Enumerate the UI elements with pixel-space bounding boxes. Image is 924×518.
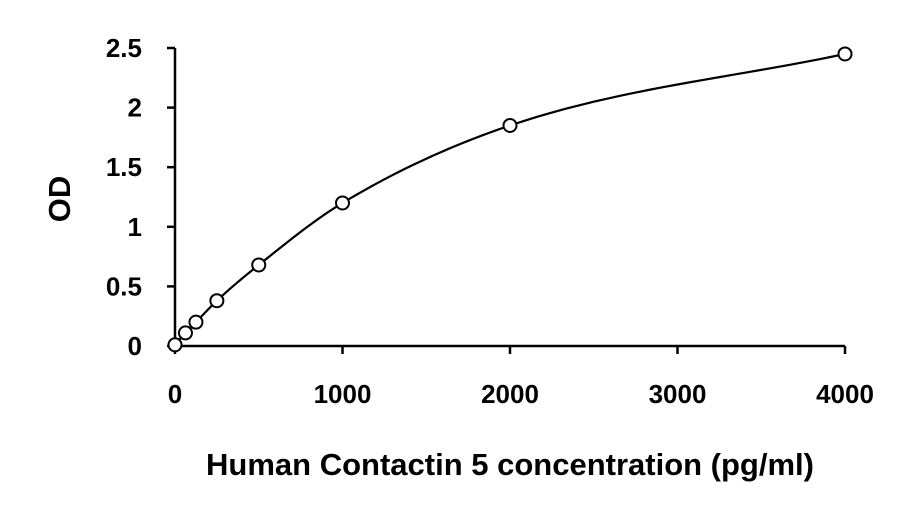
x-axis-title: Human Contactin 5 concentration (pg/ml) — [206, 447, 814, 482]
x-tick-label: 3000 — [649, 379, 707, 409]
data-point — [188, 314, 204, 330]
y-tick-label: 2 — [128, 93, 142, 123]
data-point — [502, 117, 518, 133]
y-axis-ticks: 0 0.5 1 1.5 2 2.5 — [106, 33, 175, 361]
axes: 0 0.5 1 1.5 2 2.5 0 1000 2000 3000 4000 — [106, 33, 874, 409]
fit-curve — [174, 52, 846, 346]
x-tick-label: 0 — [168, 379, 182, 409]
data-point — [837, 46, 853, 62]
data-points — [167, 46, 853, 353]
data-point — [251, 257, 267, 273]
y-tick-label: 1 — [128, 212, 142, 242]
data-point — [209, 293, 225, 309]
x-tick-label: 1000 — [314, 379, 372, 409]
x-axis-ticks: 0 1000 2000 3000 4000 — [168, 346, 874, 409]
x-tick-label: 4000 — [816, 379, 874, 409]
y-tick-label: 2.5 — [106, 33, 142, 63]
y-axis-title: OD — [42, 176, 77, 223]
y-tick-label: 1.5 — [106, 152, 142, 182]
data-point — [167, 337, 183, 353]
x-tick-label: 2000 — [481, 379, 539, 409]
data-point — [335, 195, 350, 211]
y-tick-label: 0 — [128, 331, 142, 361]
y-tick-label: 0.5 — [106, 271, 142, 301]
data-point — [177, 325, 193, 341]
